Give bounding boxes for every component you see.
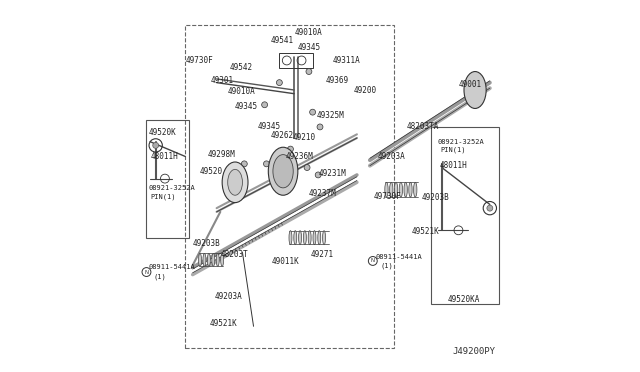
Text: 49271: 49271 bbox=[311, 250, 334, 259]
Text: 49262: 49262 bbox=[270, 131, 293, 140]
Text: 49203B: 49203B bbox=[422, 193, 449, 202]
Text: 49369: 49369 bbox=[326, 76, 349, 85]
Circle shape bbox=[304, 164, 310, 170]
Text: 49345: 49345 bbox=[235, 102, 258, 111]
Circle shape bbox=[276, 80, 282, 86]
Text: 49210: 49210 bbox=[292, 133, 316, 142]
Ellipse shape bbox=[221, 253, 223, 266]
Ellipse shape bbox=[413, 182, 417, 197]
Text: (1): (1) bbox=[154, 273, 166, 280]
Ellipse shape bbox=[303, 231, 307, 245]
Text: 49203B: 49203B bbox=[193, 239, 220, 248]
Text: 49520K: 49520K bbox=[148, 128, 176, 137]
Ellipse shape bbox=[385, 182, 388, 197]
Text: 08911-5441A: 08911-5441A bbox=[376, 254, 422, 260]
Text: 49011K: 49011K bbox=[272, 257, 300, 266]
Text: 48203T: 48203T bbox=[220, 250, 248, 259]
Text: PIN(1): PIN(1) bbox=[150, 194, 175, 201]
Text: 08921-3252A: 08921-3252A bbox=[437, 139, 484, 145]
Text: 49311A: 49311A bbox=[333, 56, 361, 65]
Text: 49730F: 49730F bbox=[374, 192, 401, 201]
Text: 48011H: 48011H bbox=[150, 152, 178, 161]
Ellipse shape bbox=[323, 231, 326, 245]
Circle shape bbox=[310, 109, 316, 115]
Bar bbox=[431, 127, 499, 304]
Text: 49010A: 49010A bbox=[294, 28, 322, 37]
Text: 49325M: 49325M bbox=[316, 111, 344, 121]
Text: 08921-3252A: 08921-3252A bbox=[148, 185, 195, 191]
Text: 49203A: 49203A bbox=[215, 292, 243, 301]
Text: 49298M: 49298M bbox=[207, 150, 235, 159]
Circle shape bbox=[316, 172, 321, 178]
Text: N: N bbox=[371, 259, 375, 263]
Ellipse shape bbox=[203, 253, 206, 266]
Ellipse shape bbox=[318, 231, 321, 245]
Ellipse shape bbox=[399, 182, 403, 197]
Text: 49200: 49200 bbox=[353, 86, 376, 94]
Text: 49301: 49301 bbox=[211, 76, 234, 85]
Circle shape bbox=[264, 161, 269, 167]
Text: 49521K: 49521K bbox=[209, 319, 237, 328]
Text: 49345: 49345 bbox=[298, 43, 321, 52]
Text: 49010A: 49010A bbox=[228, 87, 255, 96]
Ellipse shape bbox=[464, 71, 486, 109]
Text: (1): (1) bbox=[381, 262, 394, 269]
Text: PIN(1): PIN(1) bbox=[440, 147, 465, 153]
Ellipse shape bbox=[268, 147, 298, 195]
Text: 49231M: 49231M bbox=[318, 169, 346, 177]
Ellipse shape bbox=[212, 253, 215, 266]
Circle shape bbox=[153, 142, 159, 148]
Bar bbox=[147, 119, 189, 238]
Text: 49520: 49520 bbox=[200, 167, 223, 176]
Text: 49237M: 49237M bbox=[309, 189, 337, 198]
Text: 08911-5441A: 08911-5441A bbox=[148, 264, 195, 270]
Ellipse shape bbox=[289, 231, 292, 245]
Ellipse shape bbox=[394, 182, 397, 197]
Ellipse shape bbox=[198, 253, 202, 266]
Circle shape bbox=[306, 68, 312, 74]
Circle shape bbox=[262, 102, 268, 108]
Bar bbox=[185, 25, 394, 349]
Circle shape bbox=[317, 124, 323, 130]
Text: 49521K: 49521K bbox=[412, 227, 439, 235]
Ellipse shape bbox=[228, 169, 243, 195]
Circle shape bbox=[287, 146, 293, 152]
Ellipse shape bbox=[216, 253, 220, 266]
Text: 48203TA: 48203TA bbox=[407, 122, 439, 131]
Ellipse shape bbox=[222, 162, 248, 203]
Circle shape bbox=[487, 205, 493, 211]
Text: J49200PY: J49200PY bbox=[452, 347, 495, 356]
Ellipse shape bbox=[207, 253, 211, 266]
Text: 49541: 49541 bbox=[271, 36, 294, 45]
Ellipse shape bbox=[404, 182, 407, 197]
Text: 49520KA: 49520KA bbox=[447, 295, 480, 304]
Ellipse shape bbox=[313, 231, 316, 245]
Text: N: N bbox=[145, 270, 148, 275]
Text: 48011H: 48011H bbox=[440, 161, 468, 170]
Bar bbox=[280, 53, 312, 68]
Ellipse shape bbox=[390, 182, 393, 197]
Ellipse shape bbox=[294, 231, 297, 245]
Text: 49542: 49542 bbox=[230, 63, 253, 72]
Text: 49203A: 49203A bbox=[377, 152, 405, 161]
Ellipse shape bbox=[409, 182, 412, 197]
Text: 49730F: 49730F bbox=[185, 56, 213, 65]
Text: 49236M: 49236M bbox=[286, 152, 314, 161]
Ellipse shape bbox=[299, 231, 301, 245]
Circle shape bbox=[241, 161, 247, 167]
Ellipse shape bbox=[273, 155, 293, 188]
Text: 49345: 49345 bbox=[257, 122, 280, 131]
Text: 49001: 49001 bbox=[458, 80, 481, 89]
Ellipse shape bbox=[308, 231, 311, 245]
